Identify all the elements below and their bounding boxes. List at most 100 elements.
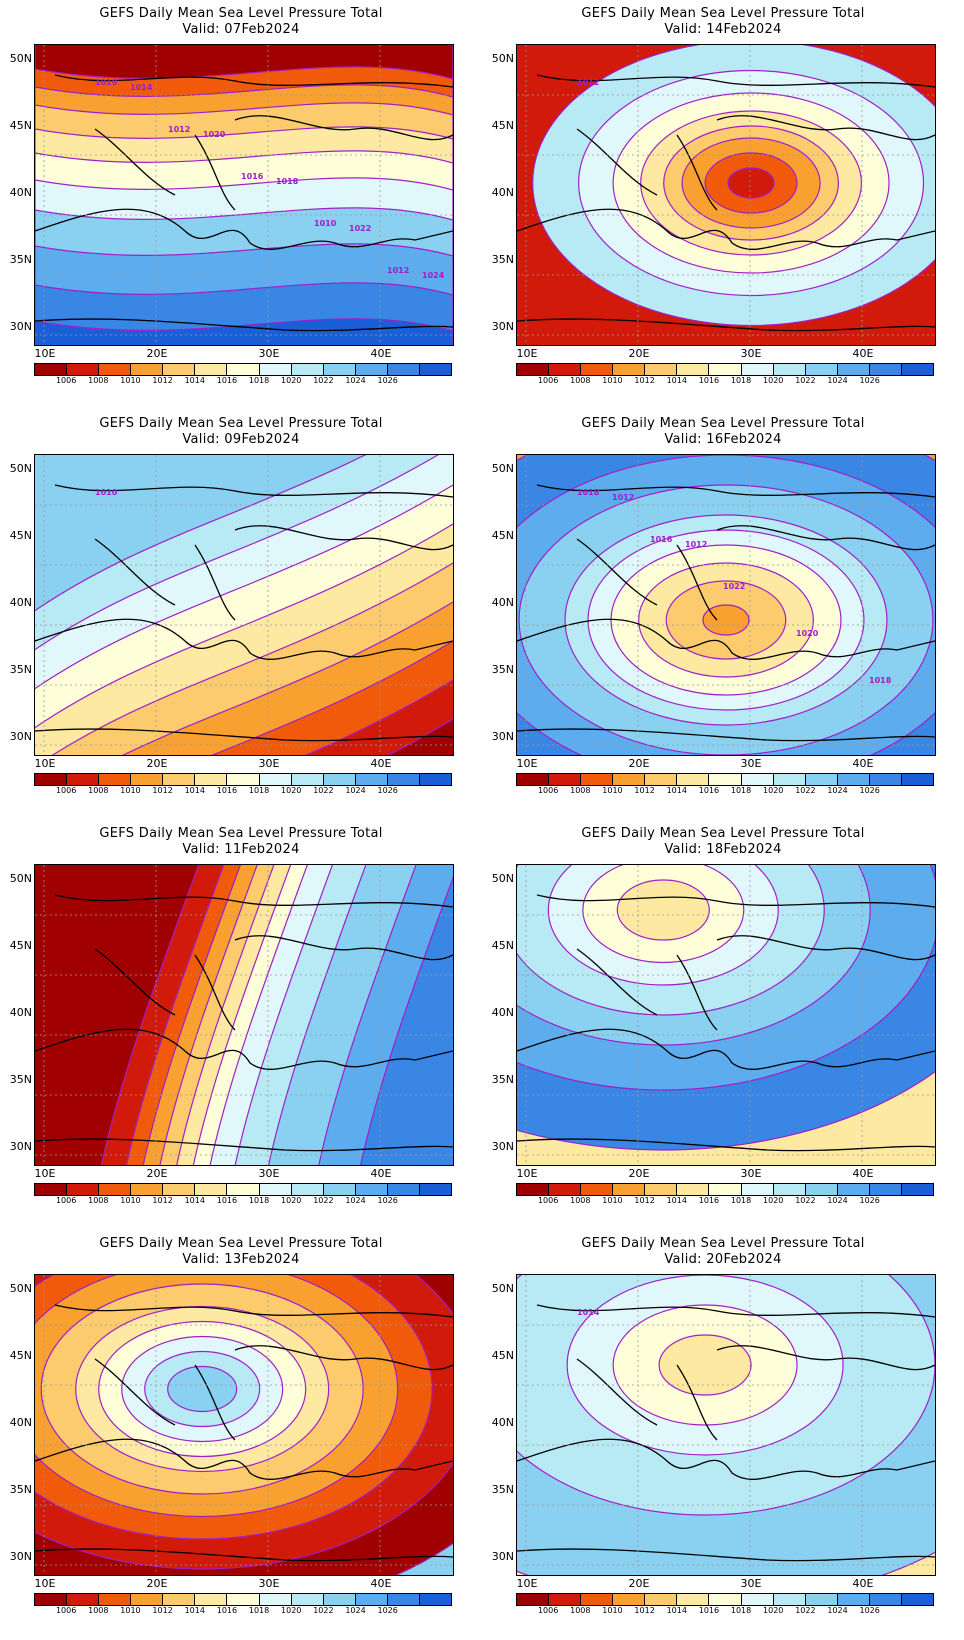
colorbar-label: 1008 xyxy=(88,1606,109,1615)
colorbar-swatch xyxy=(613,1594,646,1605)
colorbar-label: 1010 xyxy=(120,1606,141,1615)
y-tick-label: 50N xyxy=(491,872,514,885)
colorbar-label: 1010 xyxy=(120,1196,141,1205)
colorbar-label: 1024 xyxy=(827,376,848,385)
coastline xyxy=(35,74,453,332)
panel-title: GEFS Daily Mean Sea Level Pressure Total xyxy=(581,1236,865,1251)
colorbar-label: 1026 xyxy=(859,376,880,385)
colorbar-swatch xyxy=(517,774,550,785)
colorbar-label: 1008 xyxy=(88,376,109,385)
panel-title: GEFS Daily Mean Sea Level Pressure Total xyxy=(581,416,865,431)
x-tick-label: 20E xyxy=(628,347,650,360)
colorbar-label: 1010 xyxy=(120,376,141,385)
colorbar-swatch xyxy=(387,1184,420,1195)
colorbar-label: 1014 xyxy=(666,786,687,795)
colorbar-swatch xyxy=(869,1594,902,1605)
colorbar-label: 1018 xyxy=(248,1606,270,1615)
panel-title: GEFS Daily Mean Sea Level Pressure Total xyxy=(99,1236,383,1251)
colorbar-label: 1018 xyxy=(730,786,752,795)
colorbar xyxy=(516,363,934,376)
colorbar-swatch xyxy=(67,774,100,785)
map-panel: GEFS Daily Mean Sea Level Pressure Total… xyxy=(482,820,964,1230)
contour-label: 1016 xyxy=(241,172,264,181)
x-tick-label: 20E xyxy=(628,1167,650,1180)
x-tick-label: 20E xyxy=(146,1167,168,1180)
colorbar-swatch xyxy=(709,364,742,375)
x-tick-label: 10E xyxy=(34,1167,56,1180)
colorbar-swatch xyxy=(259,774,292,785)
colorbar-swatch xyxy=(195,1594,228,1605)
pressure-field: 1010 xyxy=(35,455,453,755)
colorbar-swatch xyxy=(67,1594,100,1605)
x-tick-label: 30E xyxy=(740,1577,762,1590)
colorbar-swatch xyxy=(131,1184,164,1195)
map-panel: GEFS Daily Mean Sea Level Pressure Total… xyxy=(482,410,964,820)
colorbar-label: 1016 xyxy=(698,1606,720,1615)
x-tick-label: 40E xyxy=(852,757,874,770)
x-tick-label: 40E xyxy=(852,347,874,360)
panel-valid-date: Valid: 07Feb2024 xyxy=(182,22,300,37)
colorbar-label: 1024 xyxy=(827,1606,848,1615)
colorbar-swatch xyxy=(227,774,260,785)
colorbar-swatch xyxy=(805,364,838,375)
colorbar-label: 1012 xyxy=(634,1196,655,1205)
colorbar xyxy=(34,773,452,786)
colorbar-swatch xyxy=(517,364,550,375)
colorbar-swatch xyxy=(869,774,902,785)
pressure-field: 1018 1016 1022 1020 1018 1012 1012 xyxy=(517,455,935,755)
colorbar-swatch xyxy=(387,774,420,785)
y-tick-label: 45N xyxy=(491,529,514,542)
pressure-band xyxy=(35,45,453,80)
colorbar-swatch xyxy=(677,364,710,375)
pressure-band xyxy=(702,604,750,636)
colorbar-swatch xyxy=(581,774,614,785)
colorbar-label: 1006 xyxy=(55,786,77,795)
colorbar-label: 1008 xyxy=(88,1196,109,1205)
contour-label: 1012 xyxy=(685,540,707,549)
colorbar-swatch xyxy=(901,774,934,785)
colorbar-label: 1010 xyxy=(602,1196,623,1205)
y-tick-label: 45N xyxy=(9,119,32,132)
y-tick-label: 50N xyxy=(491,462,514,475)
colorbar-swatch xyxy=(677,774,710,785)
colorbar-swatch xyxy=(195,364,228,375)
y-tick-label: 50N xyxy=(9,462,32,475)
contour-label: 1010 xyxy=(314,219,337,228)
colorbar-swatch xyxy=(805,1594,838,1605)
y-tick-label: 30N xyxy=(491,730,514,743)
colorbar-label: 1018 xyxy=(248,786,270,795)
pressure-field xyxy=(517,865,935,1165)
colorbar-label: 1026 xyxy=(377,1606,398,1615)
colorbar-label: 1006 xyxy=(537,1606,559,1615)
colorbar-label: 1022 xyxy=(313,1196,334,1205)
panel-valid-date: Valid: 09Feb2024 xyxy=(182,432,300,447)
panel-valid-date: Valid: 16Feb2024 xyxy=(664,432,782,447)
colorbar-swatch xyxy=(901,1594,934,1605)
colorbar-swatch xyxy=(227,364,260,375)
y-tick-label: 35N xyxy=(491,1073,514,1086)
colorbar-swatch xyxy=(677,1594,710,1605)
y-tick-label: 50N xyxy=(9,1282,32,1295)
pressure-map xyxy=(34,1274,454,1576)
map-panel: GEFS Daily Mean Sea Level Pressure Total… xyxy=(0,820,482,1230)
colorbar-swatch xyxy=(419,364,452,375)
colorbar-swatch xyxy=(805,1184,838,1195)
coastline xyxy=(35,1304,453,1562)
colorbar-label: 1020 xyxy=(281,1606,302,1615)
map-panel: GEFS Daily Mean Sea Level Pressure Total… xyxy=(482,0,964,410)
contour-label: 1010 xyxy=(95,78,118,87)
colorbar-label: 1006 xyxy=(55,376,77,385)
colorbar-swatch xyxy=(35,1184,68,1195)
colorbar-label: 1026 xyxy=(377,376,398,385)
panel-valid-date: Valid: 20Feb2024 xyxy=(664,1252,782,1267)
colorbar-swatch xyxy=(227,1594,260,1605)
colorbar-swatch xyxy=(291,364,324,375)
x-tick-label: 30E xyxy=(258,757,280,770)
panel-title: GEFS Daily Mean Sea Level Pressure Total xyxy=(99,6,383,21)
colorbar-label: 1008 xyxy=(570,786,591,795)
y-tick-label: 35N xyxy=(491,663,514,676)
colorbar-label: 1014 xyxy=(666,1606,687,1615)
colorbar-label: 1026 xyxy=(859,1606,880,1615)
pressure-field xyxy=(35,1275,453,1575)
x-tick-label: 30E xyxy=(258,1577,280,1590)
